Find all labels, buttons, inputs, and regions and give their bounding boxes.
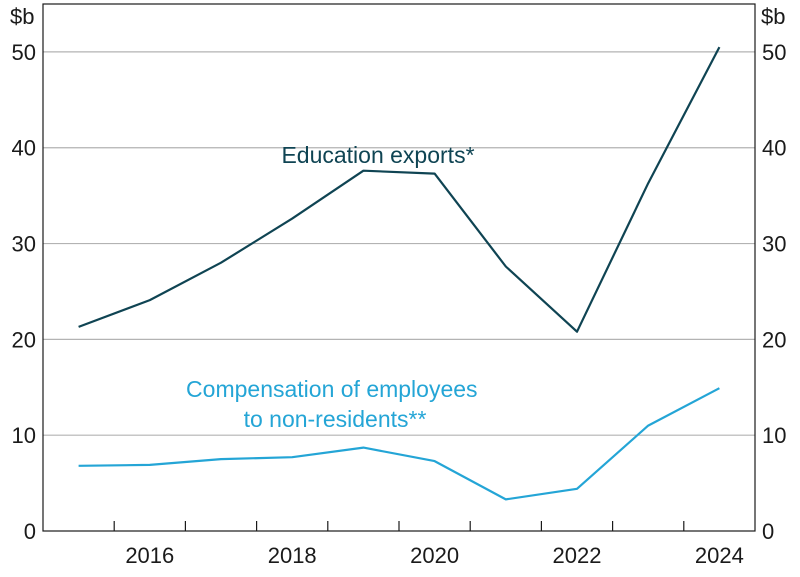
y-tick-label-left-0: 0 <box>24 519 36 544</box>
series-label-compensation-of-employees: Compensation of employees to non-residen… <box>186 376 484 432</box>
y-tick-label-right-20: 20 <box>762 327 786 352</box>
x-tick-label-2016: 2016 <box>125 543 174 568</box>
x-tick-label-2022: 2022 <box>553 543 602 568</box>
y-tick-label-left-30: 30 <box>12 232 36 257</box>
y-tick-label-left-40: 40 <box>12 136 36 161</box>
y-tick-label-right-40: 40 <box>762 136 786 161</box>
left-axis-unit-label: $b <box>10 4 34 29</box>
series-label-education-exports: Education exports* <box>281 142 474 168</box>
right-axis-unit-label: $b <box>761 4 785 29</box>
y-tick-label-right-10: 10 <box>762 423 786 448</box>
x-tick-label-2020: 2020 <box>410 543 459 568</box>
series-line-1 <box>78 387 720 501</box>
series-lines <box>78 46 721 501</box>
y-tick-label-left-50: 50 <box>12 40 36 65</box>
x-tick-label-2018: 2018 <box>268 543 317 568</box>
series-line-0 <box>78 46 721 333</box>
y-tick-label-right-30: 30 <box>762 232 786 257</box>
x-axis-ticks <box>113 521 685 531</box>
y-tick-label-right-0: 0 <box>762 519 774 544</box>
y-tick-label-left-20: 20 <box>12 327 36 352</box>
plot-frame <box>42 3 756 532</box>
y-tick-label-right-50: 50 <box>762 40 786 65</box>
y-tick-label-left-10: 10 <box>12 423 36 448</box>
x-tick-label-2024: 2024 <box>695 543 744 568</box>
